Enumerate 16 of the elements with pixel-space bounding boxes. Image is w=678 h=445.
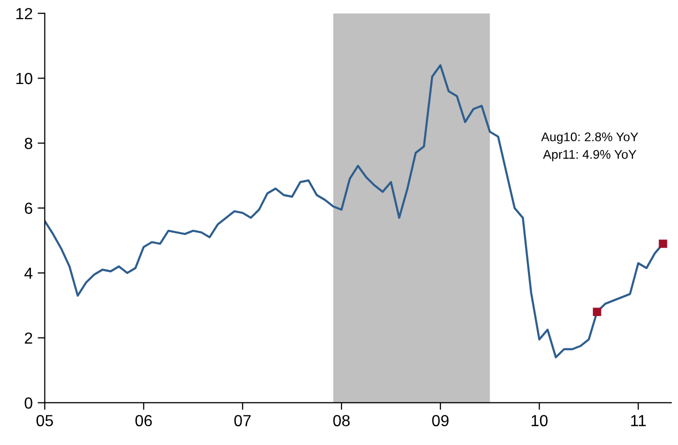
x-tick-label: 09 [432,414,449,426]
y-tick-label: 4 [24,268,32,279]
x-tick-label: 10 [532,414,548,426]
annotation: Apr11: 4.9% YoY [543,150,636,162]
y-tick-label: 2 [24,332,32,344]
x-tick-label: 06 [135,414,152,426]
y-tick-label: 12 [16,8,32,20]
y-tick-label: 8 [24,138,32,150]
x-tick-label: 08 [333,414,350,426]
y-tick-label: 10 [16,72,32,84]
x-tick-label: 11 [631,415,646,426]
x-tick-label: 07 [234,414,251,426]
x-tick-label: 05 [36,414,53,426]
annotation: Aug10: 2.8% YoY [541,132,638,144]
y-tick-label: 6 [24,202,32,214]
y-tick-label: 0 [24,397,32,409]
